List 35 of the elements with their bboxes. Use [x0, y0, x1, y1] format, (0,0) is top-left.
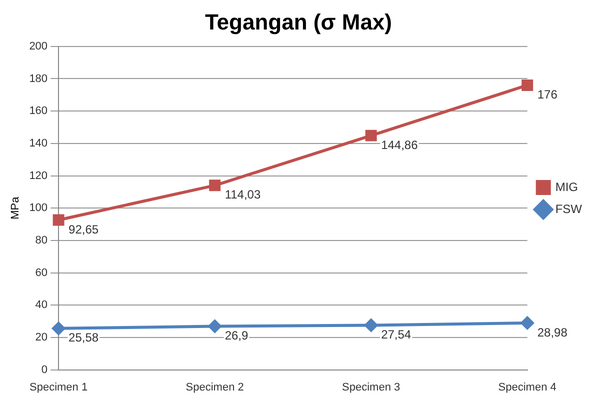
y-tick-label: 140 [29, 137, 48, 150]
point [520, 316, 534, 330]
point [52, 214, 64, 226]
data-label: 26,9 [224, 328, 248, 343]
y-tick-label: 160 [29, 105, 48, 118]
data-label: 144,86 [381, 138, 418, 152]
y-tick-label: 60 [35, 266, 48, 279]
y-tick-label: 0 [41, 364, 48, 376]
y-tick-label: 180 [29, 72, 48, 85]
x-tick-label: Specimen 2 [186, 381, 244, 394]
y-axis-title: MPa [10, 196, 22, 220]
y-tick-label: 80 [35, 234, 48, 246]
y-tick-label: 20 [35, 331, 48, 344]
point [364, 318, 378, 332]
x-tick-label: Specimen 1 [30, 381, 88, 394]
y-tick-label: 120 [29, 170, 48, 182]
legend-label: FSW [555, 202, 583, 216]
legend-label: MIG [555, 180, 578, 194]
y-tick-label: 40 [35, 299, 48, 312]
point [208, 320, 222, 333]
data-label: 25,58 [68, 330, 99, 345]
point [365, 130, 377, 142]
y-tick-label: 200 [29, 40, 48, 52]
x-tick-label: Specimen 4 [498, 381, 556, 394]
data-label: 27,54 [381, 328, 412, 342]
y-tick-label: 100 [29, 202, 48, 214]
data-label: 114,03 [224, 188, 261, 202]
data-label: 92,65 [68, 222, 99, 236]
chart-title: Tegangan (σ Max) [205, 9, 392, 34]
data-label: 28,98 [537, 325, 568, 340]
point [209, 180, 221, 192]
x-tick-label: Specimen 3 [342, 381, 400, 394]
point [52, 322, 66, 335]
data-label: 176 [537, 88, 558, 102]
point [522, 79, 534, 91]
